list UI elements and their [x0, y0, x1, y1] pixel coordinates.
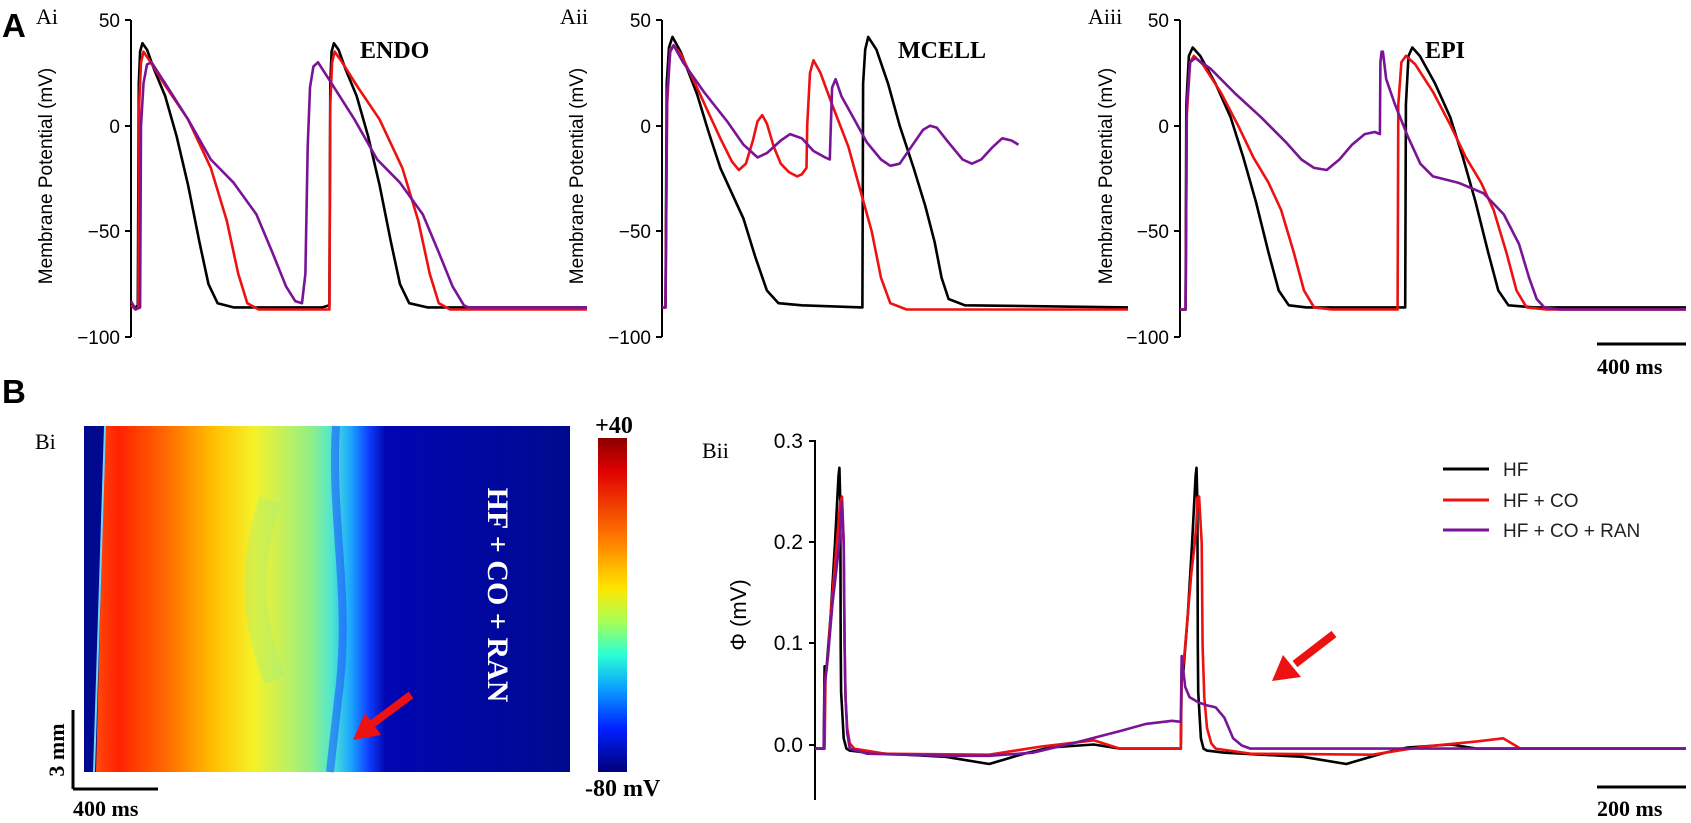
aii-panel-label: Aii	[560, 4, 588, 29]
ai-tick-label: 0	[109, 117, 120, 138]
aiii-series-hf-co-ran	[1180, 50, 1686, 311]
aiii-tick-label: 0	[1158, 117, 1169, 138]
bii-panel-label: Bii	[702, 438, 729, 463]
aiii-series-hf	[1180, 46, 1686, 311]
bi-scalebar-y-label: 3 mm	[44, 723, 69, 776]
bi-arrow-shaft	[369, 691, 414, 728]
bi-colorbar-max: +40	[595, 413, 633, 439]
ai-panel-label: Ai	[36, 4, 58, 29]
bi-panel-label: Bi	[35, 429, 56, 454]
chart-aiii: Aiii EPI Membrane Potential (mV) 50 0 −5…	[1088, 4, 1686, 379]
ai-tick-label: 50	[99, 11, 120, 32]
legend-label-hf-co-ran: HF + CO + RAN	[1503, 521, 1640, 542]
chart-ai: Ai ENDO Membrane Potential (mV) 50 0 −50…	[36, 4, 587, 349]
bii-scalebar-label: 200 ms	[1597, 796, 1663, 821]
aii-series-hf-co	[662, 44, 1128, 311]
ai-title: ENDO	[360, 38, 429, 64]
bii-tick-label: 0.0	[774, 734, 803, 757]
ai-series-hf-co	[130, 50, 587, 311]
bii-legend: HF HF + CO HF + CO + RAN	[1443, 460, 1640, 542]
bii-series-hf-co	[815, 495, 1686, 756]
panel-b-label: B	[2, 373, 26, 410]
chart-bii: Bii Φ (mV) 0.3 0.2 0.1 0.0 HF HF + CO HF…	[702, 430, 1686, 821]
ai-series-hf	[130, 41, 587, 309]
legend-label-hf-co: HF + CO	[1503, 491, 1578, 512]
bii-tick-label: 0.1	[774, 632, 803, 655]
bii-tick-label: 0.2	[774, 531, 803, 554]
chart-bi: Bi HF + CO + RAN +40 -80 mV 400 ms 3 mm	[35, 413, 661, 821]
ai-tick-label: −50	[88, 222, 120, 243]
bi-wavefront-contour	[326, 425, 347, 773]
bi-colorbar	[598, 438, 627, 772]
aiii-tick-label: −100	[1126, 328, 1169, 349]
ai-y-axis-label: Membrane Potential (mV)	[36, 68, 57, 284]
panel-a-label: A	[2, 7, 26, 44]
aii-y-axis-label: Membrane Potential (mV)	[567, 68, 588, 284]
aii-tick-label: −50	[619, 222, 651, 243]
aii-series-hf-co-ran	[662, 44, 1020, 309]
aiii-tick-label: 50	[1148, 11, 1169, 32]
bii-series-hf	[815, 466, 1686, 766]
aiii-tick-label: −50	[1137, 222, 1169, 243]
legend-label-hf: HF	[1503, 460, 1528, 481]
bii-series-hf-co-ran	[815, 500, 1686, 758]
aii-title: MCELL	[898, 38, 986, 64]
aiii-scalebar-label: 400 ms	[1597, 354, 1663, 379]
aii-series-hf	[662, 35, 1129, 309]
aii-tick-label: 50	[630, 11, 651, 32]
bii-arrow-head	[1272, 655, 1301, 681]
aii-tick-label: 0	[640, 117, 651, 138]
aiii-panel-label: Aiii	[1088, 4, 1122, 29]
bi-annotation: HF + CO + RAN	[481, 488, 514, 703]
bi-scalebar-x-label: 400 ms	[73, 796, 139, 821]
bi-colorbar-min: -80 mV	[585, 776, 661, 802]
bi-arrow-head	[353, 713, 381, 740]
aiii-title: EPI	[1425, 38, 1465, 64]
bi-activation-front	[84, 426, 105, 772]
bii-tick-label: 0.3	[774, 430, 803, 453]
aii-tick-label: −100	[608, 328, 651, 349]
bii-y-axis-label: Φ (mV)	[726, 579, 751, 650]
ai-series-hf-co-ran	[129, 61, 587, 311]
chart-aii: Aii MCELL Membrane Potential (mV) 50 0 −…	[560, 4, 1129, 349]
aiii-y-axis-label: Membrane Potential (mV)	[1096, 68, 1117, 284]
bi-heatmap	[84, 426, 570, 772]
ai-tick-label: −100	[77, 328, 120, 349]
aiii-series-hf-co	[1180, 54, 1686, 311]
bi-activation-edge	[93, 425, 106, 773]
bii-arrow-shaft	[1292, 630, 1337, 668]
bi-mid-contour	[244, 496, 286, 685]
